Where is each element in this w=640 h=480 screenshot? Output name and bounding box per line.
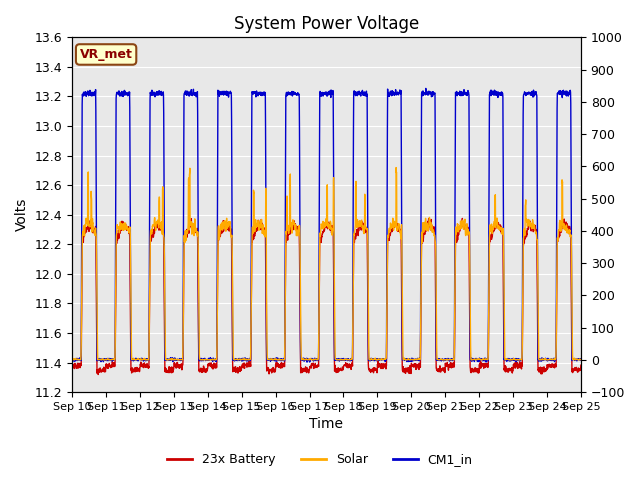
X-axis label: Time: Time (310, 418, 344, 432)
Text: VR_met: VR_met (79, 48, 132, 61)
Legend: 23x Battery, Solar, CM1_in: 23x Battery, Solar, CM1_in (163, 448, 477, 471)
Y-axis label: Volts: Volts (15, 198, 29, 231)
Title: System Power Voltage: System Power Voltage (234, 15, 419, 33)
